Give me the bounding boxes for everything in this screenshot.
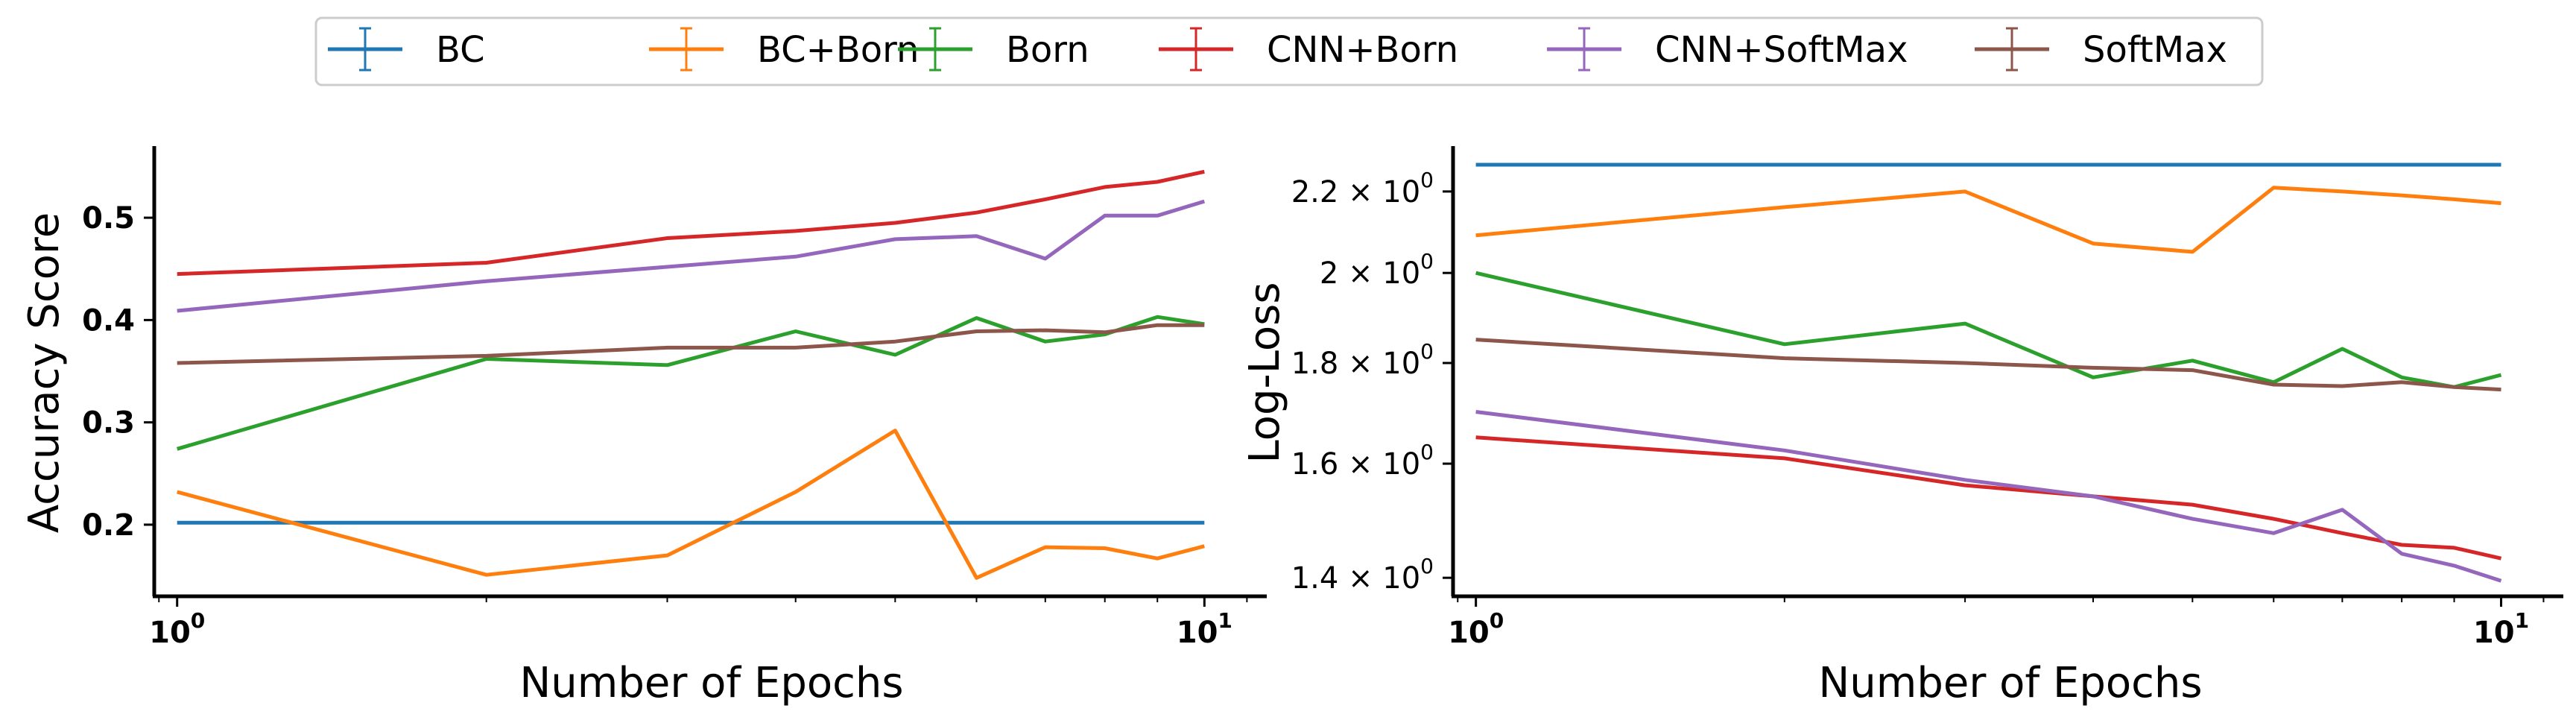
logloss-x-axis-label: Number of Epochs bbox=[1818, 659, 2202, 707]
accuracy-series-bc-born bbox=[177, 429, 1205, 580]
accuracy-x-tick-label: 101 bbox=[1177, 608, 1232, 650]
legend-items: BC BC+Born Born CNN+Born CNN+SoftMax SoftMax bbox=[328, 27, 2227, 72]
logloss-series-softmax bbox=[1475, 338, 2501, 392]
logloss-series bbox=[1475, 162, 2502, 583]
legend-item-cnn-born: CNN+Born bbox=[1159, 27, 1458, 72]
legend-label-born: Born bbox=[1006, 29, 1089, 71]
logloss-y-tick-label: 1.8 × 100 bbox=[1291, 339, 1434, 381]
legend-item-born: Born bbox=[898, 27, 1089, 72]
logloss-x-tick-label: 101 bbox=[2473, 608, 2529, 650]
logloss-series-cnn-softmax bbox=[1475, 410, 2502, 583]
accuracy-y-tick-label: 0.4 bbox=[82, 303, 135, 338]
accuracy-x-axis-label: Number of Epochs bbox=[519, 659, 903, 707]
accuracy-y-tick-label: 0.3 bbox=[82, 406, 135, 441]
accuracy-series-cnn-softmax bbox=[177, 199, 1206, 313]
logloss-series-born bbox=[1475, 271, 2502, 389]
logloss-axes: 100 101 1.4 × 100 1.6 × 100 1.8 × 100 2 × 100… bbox=[1291, 146, 2563, 650]
logloss-chart: 100 101 1.4 × 100 1.6 × 100 1.8 × 100 2 × 100… bbox=[1241, 146, 2563, 707]
accuracy-series-softmax bbox=[177, 323, 1205, 365]
legend-frame bbox=[314, 16, 2264, 86]
accuracy-x-tick-label: 100 bbox=[149, 608, 205, 650]
legend-label-cnn-softmax: CNN+SoftMax bbox=[1655, 29, 1908, 71]
legend-label-bc-born: BC+Born bbox=[757, 29, 919, 71]
legend-label-cnn-born: CNN+Born bbox=[1267, 29, 1458, 71]
accuracy-series bbox=[177, 169, 1206, 580]
accuracy-y-tick-label: 0.2 bbox=[82, 508, 135, 543]
accuracy-y-tick-label: 0.5 bbox=[82, 201, 135, 236]
accuracy-axes: 100 101 0.2 0.3 0.4 0.5 bbox=[82, 146, 1267, 650]
accuracy-chart: 100 101 0.2 0.3 0.4 0.5 Number of Epochs Accu… bbox=[20, 146, 1267, 707]
accuracy-y-axis-label: Accuracy Score bbox=[20, 212, 69, 533]
logloss-series-bc-born bbox=[1475, 186, 2501, 254]
legend-item-cnn-softmax: CNN+SoftMax bbox=[1547, 27, 1908, 72]
logloss-y-axis-label: Log-Loss bbox=[1241, 282, 1289, 463]
legend: BC BC+Born Born CNN+Born CNN+SoftMax SoftMax bbox=[314, 16, 2264, 86]
logloss-y-tick-label: 2.2 × 100 bbox=[1291, 168, 1434, 209]
logloss-x-tick-label: 100 bbox=[1448, 608, 1504, 650]
logloss-y-tick-label: 1.4 × 100 bbox=[1291, 554, 1434, 596]
legend-label-bc: BC bbox=[436, 29, 485, 71]
legend-label-softmax: SoftMax bbox=[2083, 29, 2227, 71]
legend-item-softmax: SoftMax bbox=[1975, 27, 2227, 72]
legend-item-bc-born: BC+Born bbox=[649, 27, 919, 72]
legend-item-bc: BC bbox=[328, 27, 485, 72]
logloss-y-tick-label: 1.6 × 100 bbox=[1291, 440, 1434, 482]
logloss-series-cnn-born bbox=[1475, 435, 2502, 561]
logloss-y-tick-label: 2 × 100 bbox=[1320, 249, 1434, 291]
accuracy-series-cnn-born bbox=[177, 169, 1205, 277]
